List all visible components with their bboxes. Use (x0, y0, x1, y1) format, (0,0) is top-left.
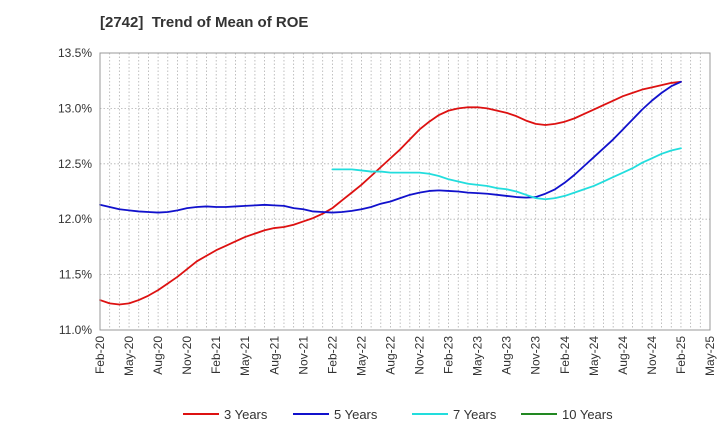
x-tick-label: Feb-24 (558, 336, 572, 374)
x-tick-label: Nov-23 (529, 336, 543, 375)
x-tick-label: Feb-20 (93, 336, 107, 374)
x-tick-label: Nov-21 (296, 336, 310, 375)
x-tick-label: May-23 (471, 336, 485, 376)
legend: 3 Years 5 Years 7 Years 10 Years (183, 407, 613, 422)
series-line-5-years (99, 80, 682, 214)
y-tick-label: 12.5% (58, 157, 92, 171)
x-tick-label: May-22 (354, 336, 368, 376)
y-axis-ticks: 11.0% 11.5% 12.0% 12.5% 13.0% 13.5% (58, 46, 92, 337)
x-tick-label: May-24 (587, 336, 601, 376)
y-tick-label: 13.0% (58, 101, 92, 115)
x-tick-label: Feb-23 (442, 336, 456, 374)
plot-background (100, 53, 710, 330)
x-tick-label: Aug-20 (151, 336, 165, 375)
y-tick-label: 11.0% (59, 323, 92, 337)
x-tick-label: Nov-24 (645, 336, 659, 375)
x-tick-label: May-25 (703, 336, 717, 376)
x-tick-label: Feb-25 (674, 336, 688, 374)
grid-layer (100, 53, 710, 330)
x-tick-label: May-21 (238, 336, 252, 376)
series-line-7-years (331, 147, 682, 201)
legend-label: 7 Years (453, 407, 497, 422)
series-layer (99, 80, 682, 306)
y-tick-label: 11.5% (59, 268, 92, 282)
legend-label: 5 Years (334, 407, 378, 422)
x-tick-label: Aug-24 (616, 336, 630, 375)
x-tick-label: Aug-22 (383, 336, 397, 375)
x-tick-label: Aug-23 (500, 336, 514, 375)
x-tick-label: Feb-22 (325, 336, 339, 374)
legend-label: 10 Years (562, 407, 613, 422)
series-line-3-years (99, 80, 682, 306)
x-tick-label: Feb-21 (209, 336, 223, 374)
x-axis-ticks: Feb-20 May-20 Aug-20 Nov-20 Feb-21 May-21 Aug-… (93, 336, 717, 376)
x-tick-label: Aug-21 (267, 336, 281, 375)
legend-label: 3 Years (224, 407, 268, 422)
x-tick-label: May-20 (122, 336, 136, 376)
plot-frame (99, 52, 711, 331)
x-tick-label: Nov-22 (413, 336, 427, 375)
y-tick-label: 13.5% (58, 46, 92, 60)
x-tick-label: Nov-20 (180, 336, 194, 375)
y-tick-label: 12.0% (58, 212, 92, 226)
chart-title: [2742] Trend of Mean of ROE (100, 14, 309, 31)
